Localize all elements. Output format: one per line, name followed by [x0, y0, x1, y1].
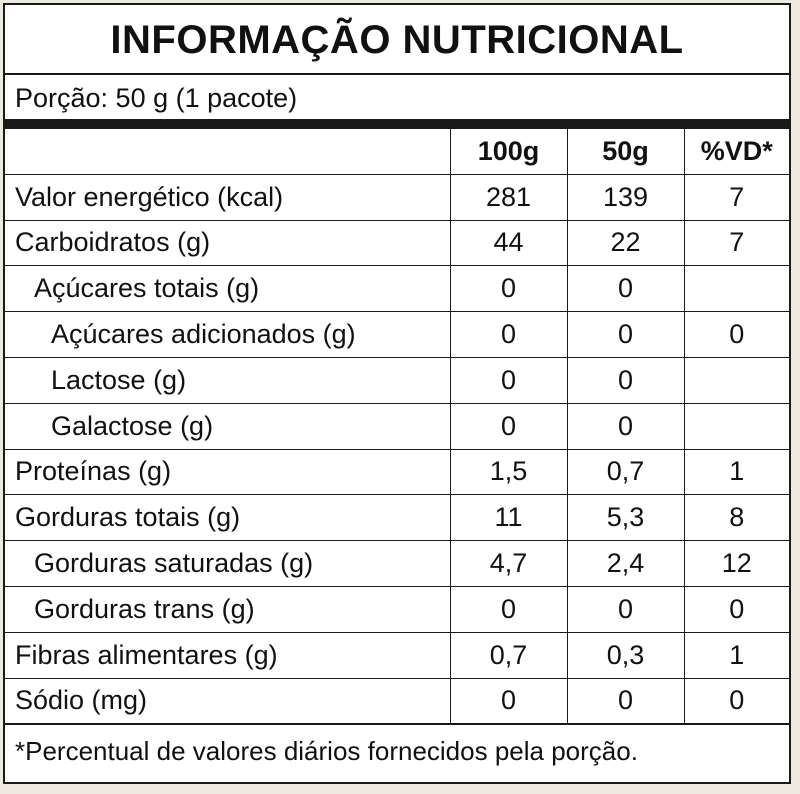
value-vd: 7 — [683, 219, 789, 266]
table-row: Carboidratos (g) 44 22 7 — [5, 219, 789, 266]
value-100g: 0 — [449, 265, 567, 312]
value-vd: 7 — [683, 173, 789, 221]
value-vd: 0 — [683, 677, 789, 724]
table-row: Fibras alimentares (g) 0,7 0,3 1 — [5, 631, 789, 679]
table-row: Valor energético (kcal) 281 139 7 — [5, 173, 789, 221]
value-100g: 0 — [449, 585, 567, 633]
value-50g: 0 — [566, 265, 684, 312]
value-vd: 1 — [683, 631, 789, 679]
value-100g: 0 — [449, 311, 567, 358]
value-vd — [683, 356, 789, 404]
value-50g: 2,4 — [566, 540, 684, 587]
nutrient-label: Sódio (mg) — [5, 677, 450, 724]
table-row: Lactose (g) 0 0 — [5, 356, 789, 404]
value-vd — [683, 402, 789, 450]
value-vd: 0 — [683, 585, 789, 633]
nutrient-label: Galactose (g) — [5, 402, 450, 450]
value-50g: 0 — [566, 402, 684, 450]
nutrition-facts-panel: INFORMAÇÃO NUTRICIONAL Porção: 50 g (1 p… — [3, 3, 791, 784]
value-100g: 1,5 — [449, 448, 567, 495]
value-100g: 281 — [449, 173, 567, 221]
footnote: *Percentual de valores diários fornecido… — [5, 723, 789, 775]
value-100g: 0 — [449, 677, 567, 724]
nutrient-label: Açúcares totais (g) — [5, 265, 450, 312]
header-label-cell — [5, 129, 450, 174]
nutrient-label: Lactose (g) — [5, 356, 450, 404]
portion-size: Porção: 50 g (1 pacote) — [15, 83, 298, 113]
value-50g: 0 — [566, 356, 684, 404]
table-row: Gorduras saturadas (g) 4,7 2,4 12 — [5, 540, 789, 587]
table-row: Gorduras totais (g) 11 5,3 8 — [5, 494, 789, 541]
nutrient-label: Carboidratos (g) — [5, 219, 450, 266]
value-50g: 139 — [566, 173, 684, 221]
panel-title: INFORMAÇÃO NUTRICIONAL — [5, 5, 789, 75]
value-100g: 0 — [449, 402, 567, 450]
table-row: Proteínas (g) 1,5 0,7 1 — [5, 448, 789, 495]
nutrient-label: Gorduras trans (g) — [5, 585, 450, 633]
value-vd — [683, 265, 789, 312]
value-100g: 11 — [449, 494, 567, 541]
header-vd: %VD* — [683, 129, 789, 175]
nutrient-label: Gorduras saturadas (g) — [5, 540, 450, 587]
nutrient-label: Fibras alimentares (g) — [5, 631, 450, 679]
value-100g: 44 — [449, 219, 567, 266]
value-50g: 5,3 — [566, 494, 684, 541]
header-row: 100g 50g %VD* — [5, 129, 789, 175]
value-50g: 0 — [566, 311, 684, 358]
value-100g: 0 — [449, 356, 567, 404]
table-row: Açúcares adicionados (g) 0 0 0 — [5, 311, 789, 358]
nutrition-table: 100g 50g %VD* Valor energético (kcal) 28… — [5, 129, 789, 724]
thick-divider — [5, 119, 789, 129]
value-vd: 12 — [683, 540, 789, 587]
header-100g: 100g — [449, 129, 567, 175]
value-vd: 8 — [683, 494, 789, 541]
nutrient-label: Gorduras totais (g) — [5, 494, 450, 541]
table-row: Sódio (mg) 0 0 0 — [5, 677, 789, 724]
value-100g: 4,7 — [449, 540, 567, 587]
value-50g: 0,7 — [566, 448, 684, 495]
table-row: Galactose (g) 0 0 — [5, 402, 789, 450]
table-row: Açúcares totais (g) 0 0 — [5, 265, 789, 312]
value-vd: 0 — [683, 311, 789, 358]
value-50g: 22 — [566, 219, 684, 266]
value-50g: 0 — [566, 677, 684, 724]
value-50g: 0 — [566, 585, 684, 633]
nutrient-label: Proteínas (g) — [5, 448, 450, 495]
nutrient-label: Valor energético (kcal) — [5, 173, 450, 221]
value-100g: 0,7 — [449, 631, 567, 679]
nutrient-label: Açúcares adicionados (g) — [5, 311, 450, 358]
value-50g: 0,3 — [566, 631, 684, 679]
value-vd: 1 — [683, 448, 789, 495]
table-row: Gorduras trans (g) 0 0 0 — [5, 585, 789, 633]
header-50g: 50g — [566, 129, 684, 175]
